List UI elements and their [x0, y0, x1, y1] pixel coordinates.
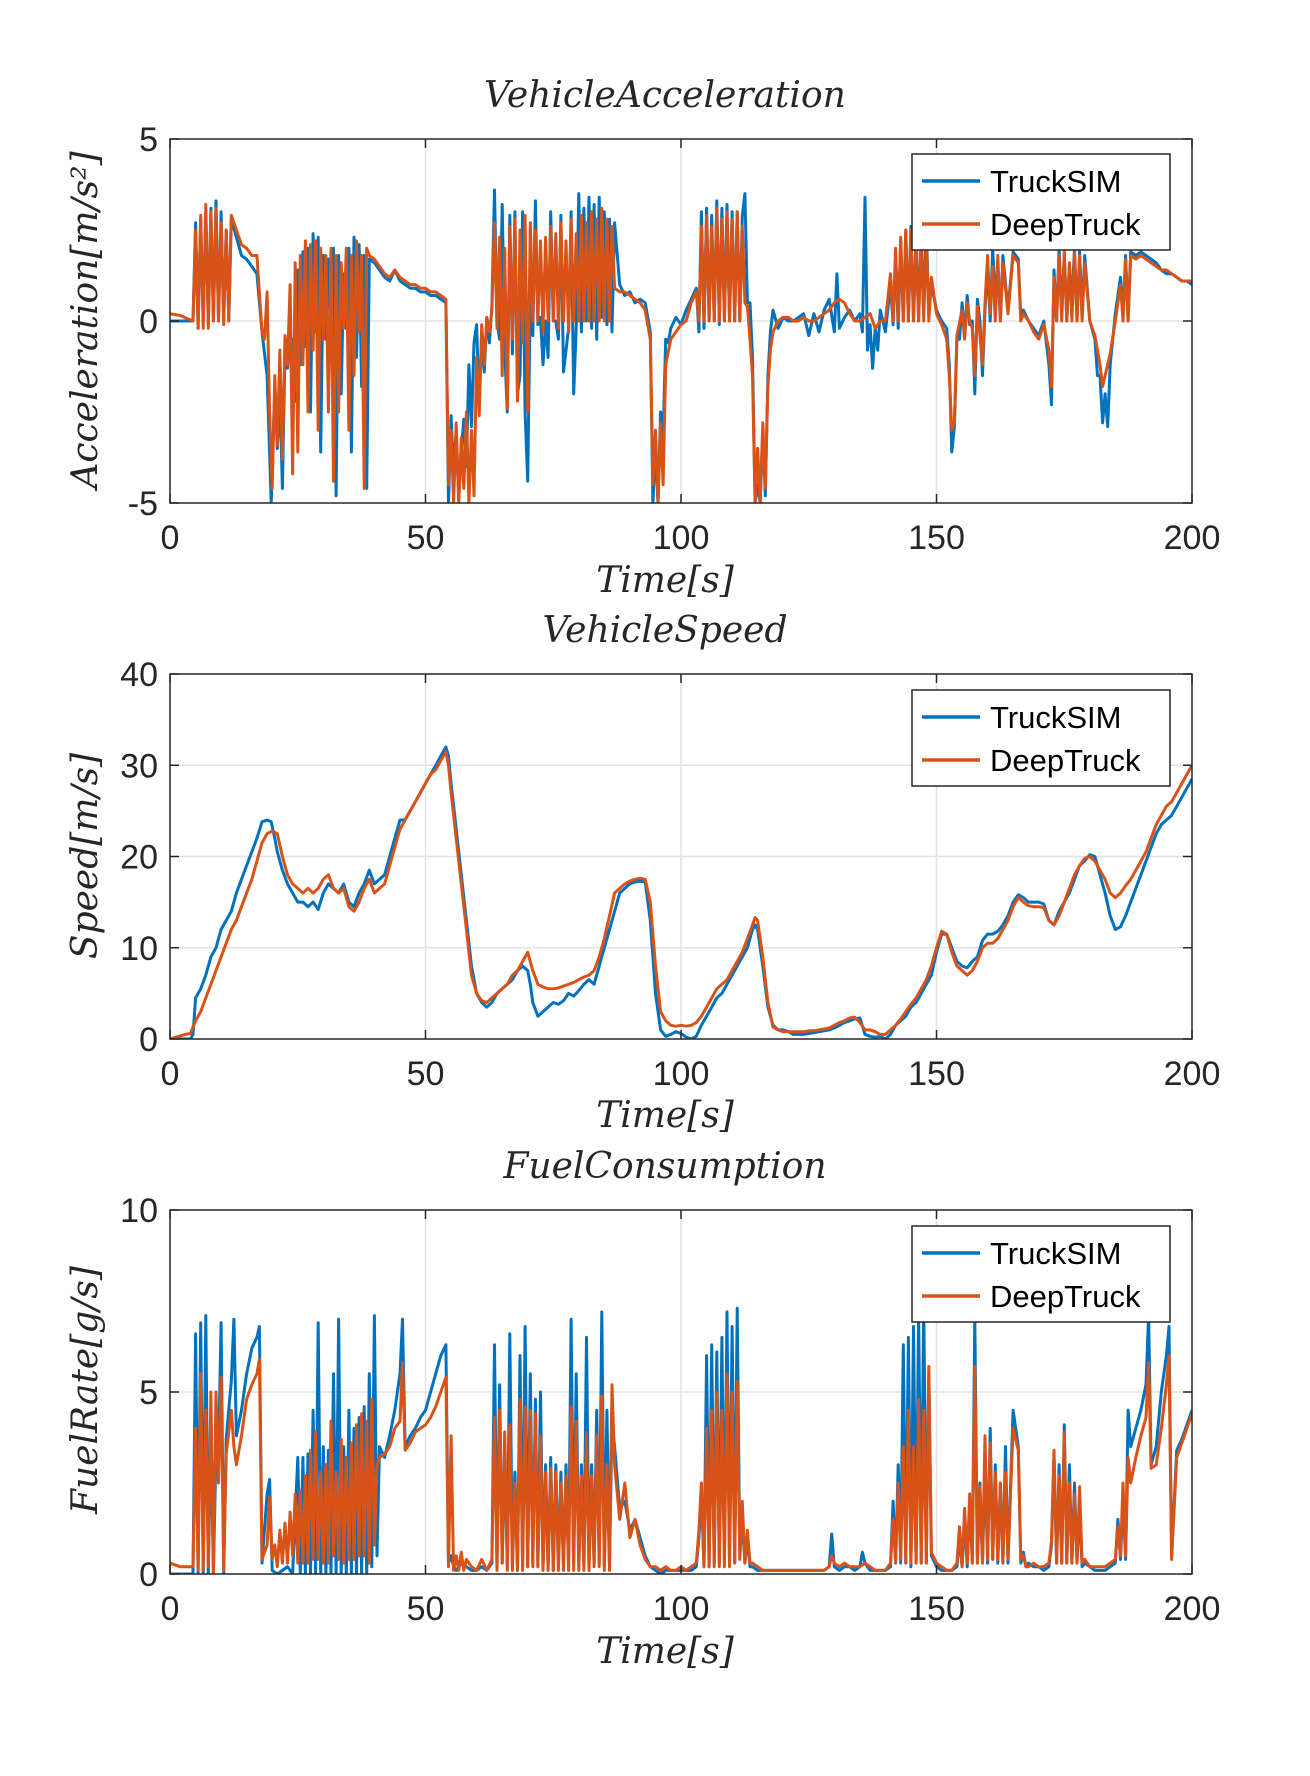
fuel-y-tick-label: 10	[120, 1192, 158, 1230]
fuel-y-tick-label: 5	[139, 1374, 158, 1412]
speed-x-axis-label: Time[s]	[596, 1095, 734, 1136]
acceleration-legend-trucksim: TruckSIM	[990, 164, 1121, 199]
acceleration-legend: TruckSIM DeepTruck	[911, 153, 1171, 251]
speed-x-tick-label: 100	[653, 1055, 710, 1093]
acceleration-y-tick-label: 0	[139, 303, 158, 341]
fuel-x-axis-label: Time[s]	[596, 1631, 734, 1672]
speed-legend-box	[911, 689, 1171, 787]
speed-y-tick-label: 40	[120, 656, 158, 694]
fuel-axes	[169, 1209, 1193, 1575]
acceleration-chart-title: VehicleAcceleration	[484, 75, 846, 116]
speed-series-deeptruck	[170, 750, 1192, 1039]
speed-tick-labels: 0 50 100 150 200 0 10 20 30 40	[120, 656, 1220, 1093]
speed-legend-deeptruck: DeepTruck	[990, 743, 1141, 778]
acceleration-x-tick-label: 0	[161, 519, 180, 557]
acceleration-panel: VehicleAcceleration Time[s] Acceleration…	[65, 75, 1220, 601]
fuel-series-deeptruck	[170, 1354, 1192, 1574]
fuel-x-tick-label: 200	[1164, 1590, 1221, 1628]
acceleration-x-tick-label: 150	[908, 519, 965, 557]
fuel-x-tick-label: 0	[161, 1590, 180, 1628]
speed-y-tick-label: 10	[120, 930, 158, 968]
fuel-tick-labels: 0 50 100 150 200 0 5 10	[120, 1192, 1220, 1628]
fuel-x-tick-label: 150	[908, 1590, 965, 1628]
speed-x-tick-label: 0	[161, 1055, 180, 1093]
fuel-x-tick-label: 50	[407, 1590, 445, 1628]
speed-y-tick-label: 20	[120, 839, 158, 877]
acceleration-tick-labels: 0 50 100 150 200-505	[128, 121, 1221, 557]
fuel-legend-box	[911, 1225, 1171, 1323]
fuel-legend-deeptruck: DeepTruck	[990, 1279, 1141, 1314]
speed-panel: VehicleSpeed Time[s] Speed[m/s] 0 50 100 15…	[65, 610, 1220, 1136]
acceleration-y-tick-label: -5	[128, 485, 158, 523]
acceleration-x-tick-label: 50	[407, 519, 445, 557]
fuel-y-tick-label: 0	[139, 1556, 158, 1594]
speed-legend-trucksim: TruckSIM	[990, 700, 1121, 735]
speed-axes	[169, 673, 1193, 1040]
fuel-x-tick-label: 100	[653, 1590, 710, 1628]
acceleration-y-tick-label: 5	[139, 121, 158, 159]
fuel-legend-trucksim: TruckSIM	[990, 1236, 1121, 1271]
fuel-chart-title: FuelConsumption	[502, 1146, 826, 1187]
speed-x-tick-label: 50	[407, 1055, 445, 1093]
acceleration-plot-area	[170, 188, 1192, 503]
acceleration-x-axis-label: Time[s]	[596, 560, 734, 601]
speed-legend: TruckSIM DeepTruck	[911, 689, 1171, 787]
acceleration-y-axis-label: Acceleration[m/s²]	[65, 150, 106, 491]
speed-x-tick-label: 200	[1164, 1055, 1221, 1093]
acceleration-x-tick-label: 200	[1164, 519, 1221, 557]
speed-chart-title: VehicleSpeed	[542, 610, 787, 651]
fuel-legend: TruckSIM DeepTruck	[911, 1225, 1171, 1323]
fuel-plot-area	[170, 1299, 1192, 1574]
acceleration-legend-deeptruck: DeepTruck	[990, 207, 1141, 242]
speed-y-axis-label: Speed[m/s]	[65, 752, 106, 959]
acceleration-axes	[169, 138, 1193, 504]
acceleration-series-deeptruck	[170, 203, 1192, 503]
acceleration-x-tick-label: 100	[653, 519, 710, 557]
fuel-y-axis-label: FuelRate[g/s]	[65, 1265, 106, 1515]
acceleration-legend-box	[911, 153, 1171, 251]
speed-y-tick-label: 0	[139, 1021, 158, 1059]
speed-x-tick-label: 150	[908, 1055, 965, 1093]
fuel-panel: FuelConsumption Time[s] FuelRate[g/s] 0 5…	[65, 1146, 1220, 1672]
speed-y-tick-label: 30	[120, 747, 158, 785]
